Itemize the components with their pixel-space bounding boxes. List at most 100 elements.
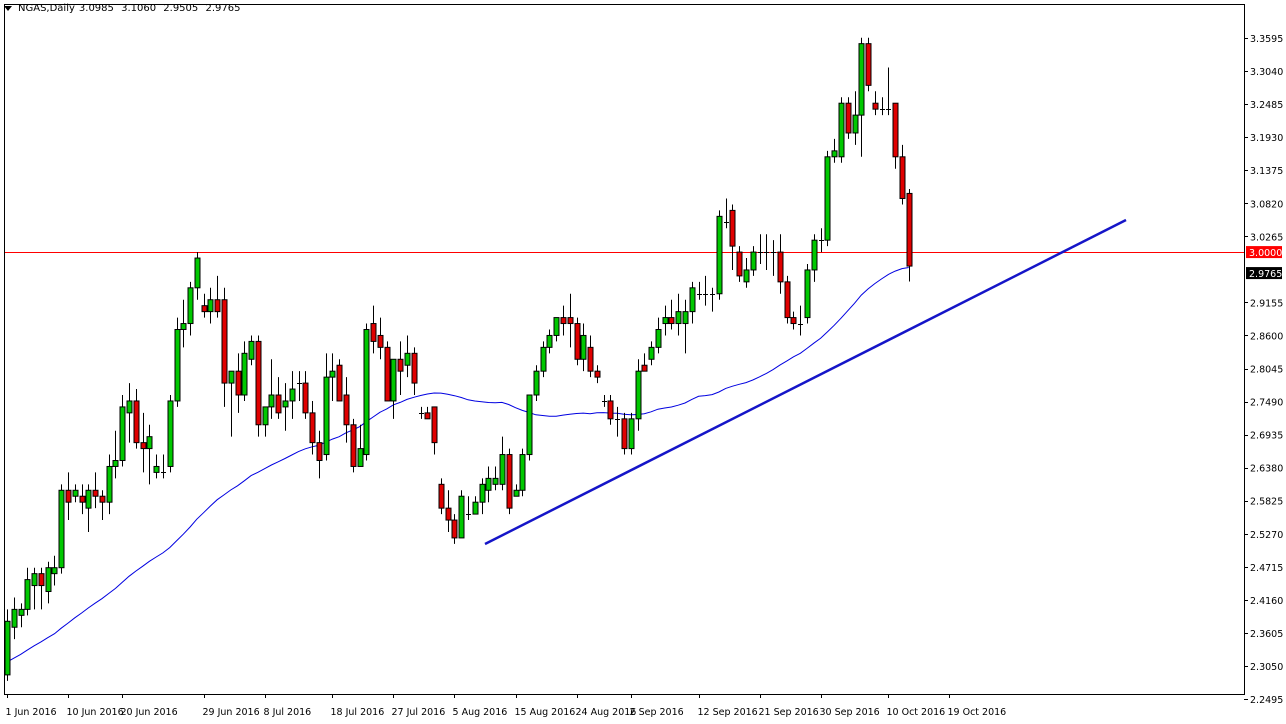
candle-bear [65, 489, 72, 503]
candle-bull [811, 239, 818, 271]
time-tick-label: 1 Jun 2016 [6, 707, 57, 718]
time-tick-label: 18 Jul 2016 [331, 707, 385, 718]
candle-bear [377, 334, 384, 348]
candle-bull [648, 346, 655, 360]
price-tick-label: 3.1930 [1250, 133, 1283, 144]
candle-bear [79, 495, 86, 503]
current-price-tag [1246, 267, 1282, 280]
time-tick-label: 29 Jun 2016 [203, 707, 260, 718]
candle-bull [31, 573, 38, 587]
candle-bear [201, 305, 208, 313]
candle-bear [133, 400, 140, 444]
candle-bull [51, 567, 58, 575]
price-tick-label: 2.6935 [1250, 431, 1283, 442]
candle-bull [404, 352, 411, 366]
candle-bull [18, 608, 25, 616]
candle-bear [729, 209, 736, 247]
time-tick-label: 20 Jun 2016 [121, 707, 178, 718]
candle-bull [24, 579, 31, 610]
candle-bull [750, 251, 757, 271]
candle-bear [140, 442, 147, 450]
candle-bull [167, 400, 174, 467]
candle-bear [790, 317, 797, 325]
candle-bull [513, 489, 520, 497]
candle-bear [892, 102, 899, 158]
candle-bull [743, 269, 750, 283]
low-value: 2.9505 [163, 3, 199, 14]
candle-bear [445, 507, 452, 521]
price-tick-label: 2.9155 [1250, 298, 1283, 309]
candle-bear [350, 424, 357, 467]
candle-bull [241, 352, 248, 396]
price-tick-label: 3.0265 [1250, 232, 1283, 243]
candle-bear [574, 323, 581, 360]
price-tick-label: 3.3595 [1250, 34, 1283, 45]
candle-bear [336, 364, 343, 402]
candle-bull [533, 370, 540, 396]
time-tick-label: 15 Aug 2016 [515, 707, 576, 718]
candle-bull [716, 215, 723, 295]
candle-bear [906, 192, 913, 267]
candle-bear [567, 317, 574, 325]
candle-bull [187, 287, 194, 325]
candle-bull [357, 448, 364, 467]
candle-bear [397, 358, 404, 372]
price-tick-label: 3.2485 [1250, 100, 1283, 111]
candle-bear [899, 156, 906, 199]
symbol-label: NGAS,Daily [18, 3, 75, 14]
candle-bull [458, 495, 465, 539]
candle-bull [519, 454, 526, 491]
price-tick-label: 2.4160 [1250, 596, 1283, 607]
candle-bull [45, 567, 52, 593]
chart-border [4, 4, 1245, 695]
price-tick-label: 3.3040 [1250, 67, 1283, 78]
candle-bull [289, 388, 296, 402]
trendline-layer [484, 218, 1127, 546]
candle-bull [390, 358, 397, 402]
time-tick-label: 8 Jul 2016 [264, 707, 312, 718]
candle-bull [194, 257, 201, 289]
price-tick-label: 2.5825 [1250, 497, 1283, 508]
candle-bear [424, 412, 431, 420]
candle-bull [492, 477, 499, 485]
candle-bull [119, 406, 126, 462]
candle-bear [302, 382, 309, 414]
chart-header: NGAS,Daily 3.0985 3.1060 2.9505 2.9765 [4, 3, 244, 14]
candle-bull [831, 150, 838, 158]
candle-bear [370, 323, 377, 342]
candle-bear [594, 370, 601, 378]
candle-bull [580, 334, 587, 360]
candle-bull [174, 328, 181, 402]
chevron-down-icon[interactable] [4, 6, 12, 11]
time-tick-label: 21 Sep 2016 [759, 707, 819, 718]
candle-bull [72, 489, 79, 497]
price-tick-label: 3.0820 [1250, 199, 1283, 210]
trendline [484, 218, 1127, 546]
candle-bear [845, 102, 852, 134]
candle-bear [784, 281, 791, 319]
candles-layer [4, 37, 913, 681]
candle-bear [221, 299, 228, 384]
candle-bear [607, 400, 614, 420]
candle-bull [553, 317, 560, 336]
candle-bear [275, 394, 282, 414]
time-tick-label: 5 Aug 2016 [453, 707, 508, 718]
time-tick-label: 24 Aug 2016 [576, 707, 637, 718]
candle-bull [546, 334, 553, 348]
price-tick-label: 2.3605 [1250, 629, 1283, 640]
candle-bull [85, 489, 92, 509]
time-tick-label: 10 Oct 2016 [887, 707, 946, 718]
candle-bull [675, 311, 682, 325]
candle-bear [309, 412, 316, 444]
candle-bull [472, 501, 479, 515]
close-value: 2.9765 [205, 3, 241, 14]
candle-bull [682, 311, 689, 325]
candle-bull [11, 608, 18, 628]
candle-bear [235, 370, 242, 396]
candle-bear [777, 251, 784, 283]
candle-bull [112, 460, 119, 467]
candle-bear [92, 489, 99, 497]
